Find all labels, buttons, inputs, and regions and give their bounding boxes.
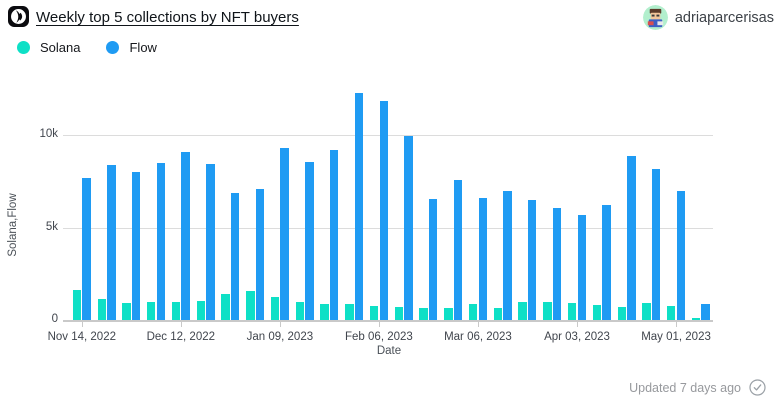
legend-dot-icon [17,41,30,54]
bar-flow [429,198,438,320]
user-chip[interactable]: adriaparcerisas [642,5,774,30]
bar-flow [676,190,686,320]
bar-flow [181,151,190,320]
x-tick-mark [81,322,83,327]
gridline [63,135,713,137]
bar-flow [131,172,141,320]
bar-flow [627,155,636,320]
bar-flow [701,304,710,320]
bar-solana [592,305,602,320]
bar-solana [419,307,428,320]
footer-status: Updated 7 days ago [629,379,766,396]
chart-title-link[interactable]: Weekly top 5 collections by NFT buyers [36,9,299,26]
bar-solana [97,298,106,320]
x-tick-label: May 01, 2023 [641,331,711,343]
bar-flow [453,179,463,320]
x-tick-label: Feb 06, 2023 [345,331,413,343]
bar-solana [394,307,404,320]
bar-flow [354,92,364,320]
x-tick-mark [180,322,182,327]
bar-solana [468,304,478,320]
bar-solana [369,306,379,320]
bar-flow [577,214,586,320]
bar-solana [171,301,181,320]
x-axis-line [63,320,713,322]
bar-flow [379,101,388,320]
legend-label: Flow [129,40,157,55]
bar-solana [493,307,503,320]
x-tick-mark [279,322,281,327]
bar-solana [568,303,577,320]
x-tick-mark [477,322,479,327]
bar-solana [122,303,131,320]
bar-flow [602,204,611,320]
x-tick-mark [378,322,380,327]
bar-flow [206,163,215,320]
bar-solana [617,307,626,320]
bar-solana [72,289,82,320]
bar-flow [156,162,166,320]
legend-dot-icon [106,41,120,54]
bar-flow [305,161,314,320]
x-tick-label: Mar 06, 2023 [444,331,512,343]
bar-flow [82,177,91,320]
y-axis-title: Solana,Flow [7,193,19,257]
x-tick-label: Nov 14, 2022 [47,331,116,343]
flipside-logo-icon [8,6,29,27]
bar-flow [330,149,339,320]
x-tick-mark [676,322,678,327]
bar-flow [552,208,562,320]
y-tick-label: 10k [39,128,58,141]
bar-solana [196,300,205,320]
legend-item-flow[interactable]: Flow [106,40,157,55]
bar-solana [320,304,329,320]
user-avatar [642,5,668,30]
bar-solana [270,296,280,320]
legend-item-solana[interactable]: Solana [17,40,80,55]
bar-solana [246,291,255,320]
x-tick-label: Apr 03, 2023 [544,331,610,343]
check-circle-icon [749,379,766,396]
bar-solana [642,303,651,320]
y-tick-label: 5k [45,220,58,233]
x-tick-label: Jan 09, 2023 [246,331,314,343]
bar-solana [444,307,453,320]
x-tick-label: Dec 12, 2022 [146,331,216,343]
bar-flow [280,148,289,320]
bar-solana [221,294,230,320]
bar-flow [651,169,661,320]
gridline [63,227,713,229]
bar-solana [691,318,701,320]
x-axis-title: Date [376,345,402,357]
bar-flow [478,198,487,320]
bar-flow [503,190,512,320]
y-tick-label: 0 [51,313,58,325]
x-tick-mark [577,322,578,327]
bar-flow [528,199,537,320]
bar-solana [147,301,156,320]
bar-flow [230,193,240,320]
chart-legend: Solana Flow [17,40,183,55]
bar-solana [295,302,305,320]
username: adriaparcerisas [674,9,774,26]
bar-flow [404,136,413,320]
bar-solana [518,301,527,320]
bar-solana [667,306,676,320]
bar-flow [107,164,116,320]
legend-label: Solana [40,40,81,55]
bar-solana [543,302,552,320]
bar-flow [255,188,265,320]
updated-text: Updated 7 days ago [629,380,741,395]
bar-solana [345,304,354,320]
